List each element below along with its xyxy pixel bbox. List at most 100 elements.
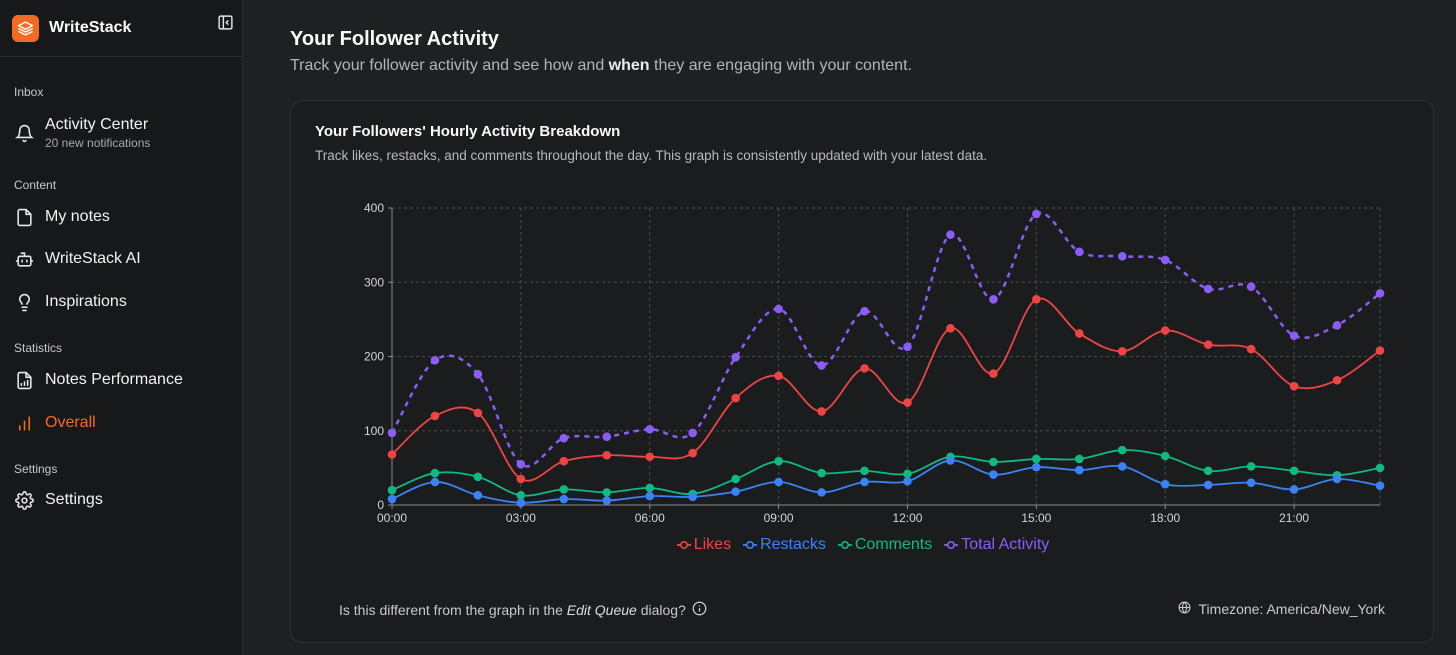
- timezone-label: Timezone: America/New_York: [1178, 601, 1385, 617]
- data-point-restacks: [946, 456, 955, 465]
- data-point-likes: [1117, 347, 1127, 356]
- file-chart-icon: [14, 370, 34, 390]
- data-point-total-activity: [602, 432, 612, 441]
- data-point-restacks: [731, 487, 740, 496]
- series-line-total-activity: [390, 211, 1381, 468]
- data-point-restacks: [989, 470, 998, 479]
- data-point-likes: [989, 369, 998, 378]
- notification-count: 20 new notifications: [45, 136, 151, 150]
- lightbulb-icon: [14, 292, 34, 312]
- y-tick-label: 300: [364, 275, 384, 289]
- data-point-restacks: [817, 488, 826, 497]
- data-point-total-activity: [903, 342, 912, 352]
- sidebar-collapse-icon[interactable]: [216, 13, 234, 31]
- data-point-restacks: [387, 494, 397, 504]
- sidebar-item-notes-performance[interactable]: Notes Performance: [14, 363, 230, 397]
- data-point-comments: [645, 483, 655, 493]
- data-point-likes: [516, 474, 526, 484]
- legend-item-restacks[interactable]: Restacks: [743, 536, 826, 554]
- data-point-likes: [645, 452, 655, 462]
- data-point-total-activity: [430, 355, 440, 365]
- sidebar-item-label: Activity Center: [45, 116, 149, 133]
- sidebar-item-label: Settings: [45, 491, 103, 508]
- x-tick-label: 03:00: [506, 511, 536, 525]
- data-point-comments: [731, 474, 740, 484]
- sidebar-item-activity-center[interactable]: Activity Center 20 new notifications: [14, 113, 230, 153]
- data-point-restacks: [1160, 479, 1170, 489]
- sidebar-item-writestack-ai[interactable]: WriteStack AI: [14, 242, 230, 276]
- x-tick-label: 12:00: [892, 511, 922, 525]
- sidebar-item-overall[interactable]: Overall: [14, 406, 230, 440]
- data-point-comments: [774, 456, 783, 466]
- legend-marker-icon: [944, 540, 959, 550]
- legend-label: Likes: [693, 536, 732, 553]
- data-point-comments: [1117, 445, 1127, 455]
- data-point-comments: [1203, 466, 1213, 476]
- data-point-total-activity: [817, 361, 826, 370]
- brand[interactable]: WriteStack: [0, 0, 242, 57]
- data-point-likes: [1032, 295, 1041, 304]
- data-point-restacks: [473, 491, 483, 500]
- data-point-restacks: [559, 494, 569, 504]
- data-point-likes: [602, 450, 612, 460]
- data-point-total-activity: [559, 433, 569, 443]
- x-tick-label: 06:00: [635, 511, 665, 525]
- info-icon[interactable]: [692, 601, 707, 619]
- data-point-likes: [1075, 329, 1084, 338]
- data-point-total-activity: [946, 230, 955, 240]
- data-point-restacks: [1246, 478, 1256, 488]
- sidebar-item-settings[interactable]: Settings: [14, 483, 230, 517]
- hourly-activity-chart[interactable]: 0 100 200 300 400 00:00 03:00 06:00 09:00 12:00 15…: [291, 101, 1435, 531]
- data-point-total-activity: [1289, 331, 1299, 341]
- data-point-restacks: [903, 476, 912, 486]
- data-point-restacks: [1203, 480, 1213, 490]
- data-point-comments: [1375, 463, 1385, 473]
- data-point-likes: [387, 450, 397, 459]
- activity-card: Your Followers' Hourly Activity Breakdow…: [290, 100, 1434, 643]
- legend-item-likes[interactable]: Likes: [676, 536, 732, 554]
- data-point-restacks: [430, 477, 440, 487]
- writestack-logo-icon: [12, 14, 39, 42]
- data-point-total-activity: [1075, 247, 1084, 257]
- sidebar-item-inspirations[interactable]: Inspirations: [14, 285, 230, 319]
- data-point-total-activity: [989, 295, 998, 304]
- data-point-total-activity: [1246, 282, 1256, 292]
- data-point-likes: [774, 371, 783, 381]
- legend-label: Comments: [854, 536, 933, 553]
- bell-icon: [14, 123, 34, 143]
- legend-marker-icon: [837, 540, 852, 550]
- data-point-total-activity: [645, 424, 655, 434]
- data-point-total-activity: [1117, 251, 1127, 261]
- sidebar-item-my-notes[interactable]: My notes: [14, 200, 230, 234]
- file-icon: [14, 207, 34, 227]
- data-point-likes: [473, 408, 483, 418]
- data-point-likes: [860, 364, 869, 373]
- sidebar-item-label: Overall: [45, 414, 96, 431]
- data-point-restacks: [516, 498, 526, 508]
- page-subtitle: Track your follower activity and see how…: [290, 57, 912, 74]
- data-point-comments: [387, 485, 397, 495]
- legend-item-comments[interactable]: Comments: [837, 536, 933, 554]
- data-point-comments: [1075, 454, 1084, 464]
- legend-marker-icon: [676, 540, 691, 550]
- legend-item-total-activity[interactable]: Total Activity: [944, 536, 1049, 554]
- data-point-likes: [903, 398, 912, 407]
- data-point-likes: [1246, 344, 1256, 354]
- y-tick-label: 400: [364, 201, 384, 215]
- data-point-total-activity: [387, 428, 397, 438]
- data-point-total-activity: [1203, 284, 1213, 294]
- x-tick-label: 00:00: [377, 511, 407, 525]
- data-point-restacks: [774, 477, 783, 487]
- data-point-comments: [817, 468, 826, 478]
- data-point-comments: [1160, 451, 1170, 461]
- data-point-restacks: [1075, 465, 1084, 475]
- data-point-total-activity: [1375, 289, 1385, 298]
- section-content: Content: [14, 178, 57, 192]
- data-point-total-activity: [1160, 255, 1170, 265]
- data-point-restacks: [1117, 462, 1127, 471]
- data-point-comments: [1289, 466, 1299, 476]
- data-point-restacks: [602, 496, 612, 505]
- y-tick-label: 100: [364, 424, 384, 438]
- sidebar: WriteStack Inbox Activity Center 20 new …: [0, 0, 243, 655]
- bar-chart-icon: [14, 413, 34, 433]
